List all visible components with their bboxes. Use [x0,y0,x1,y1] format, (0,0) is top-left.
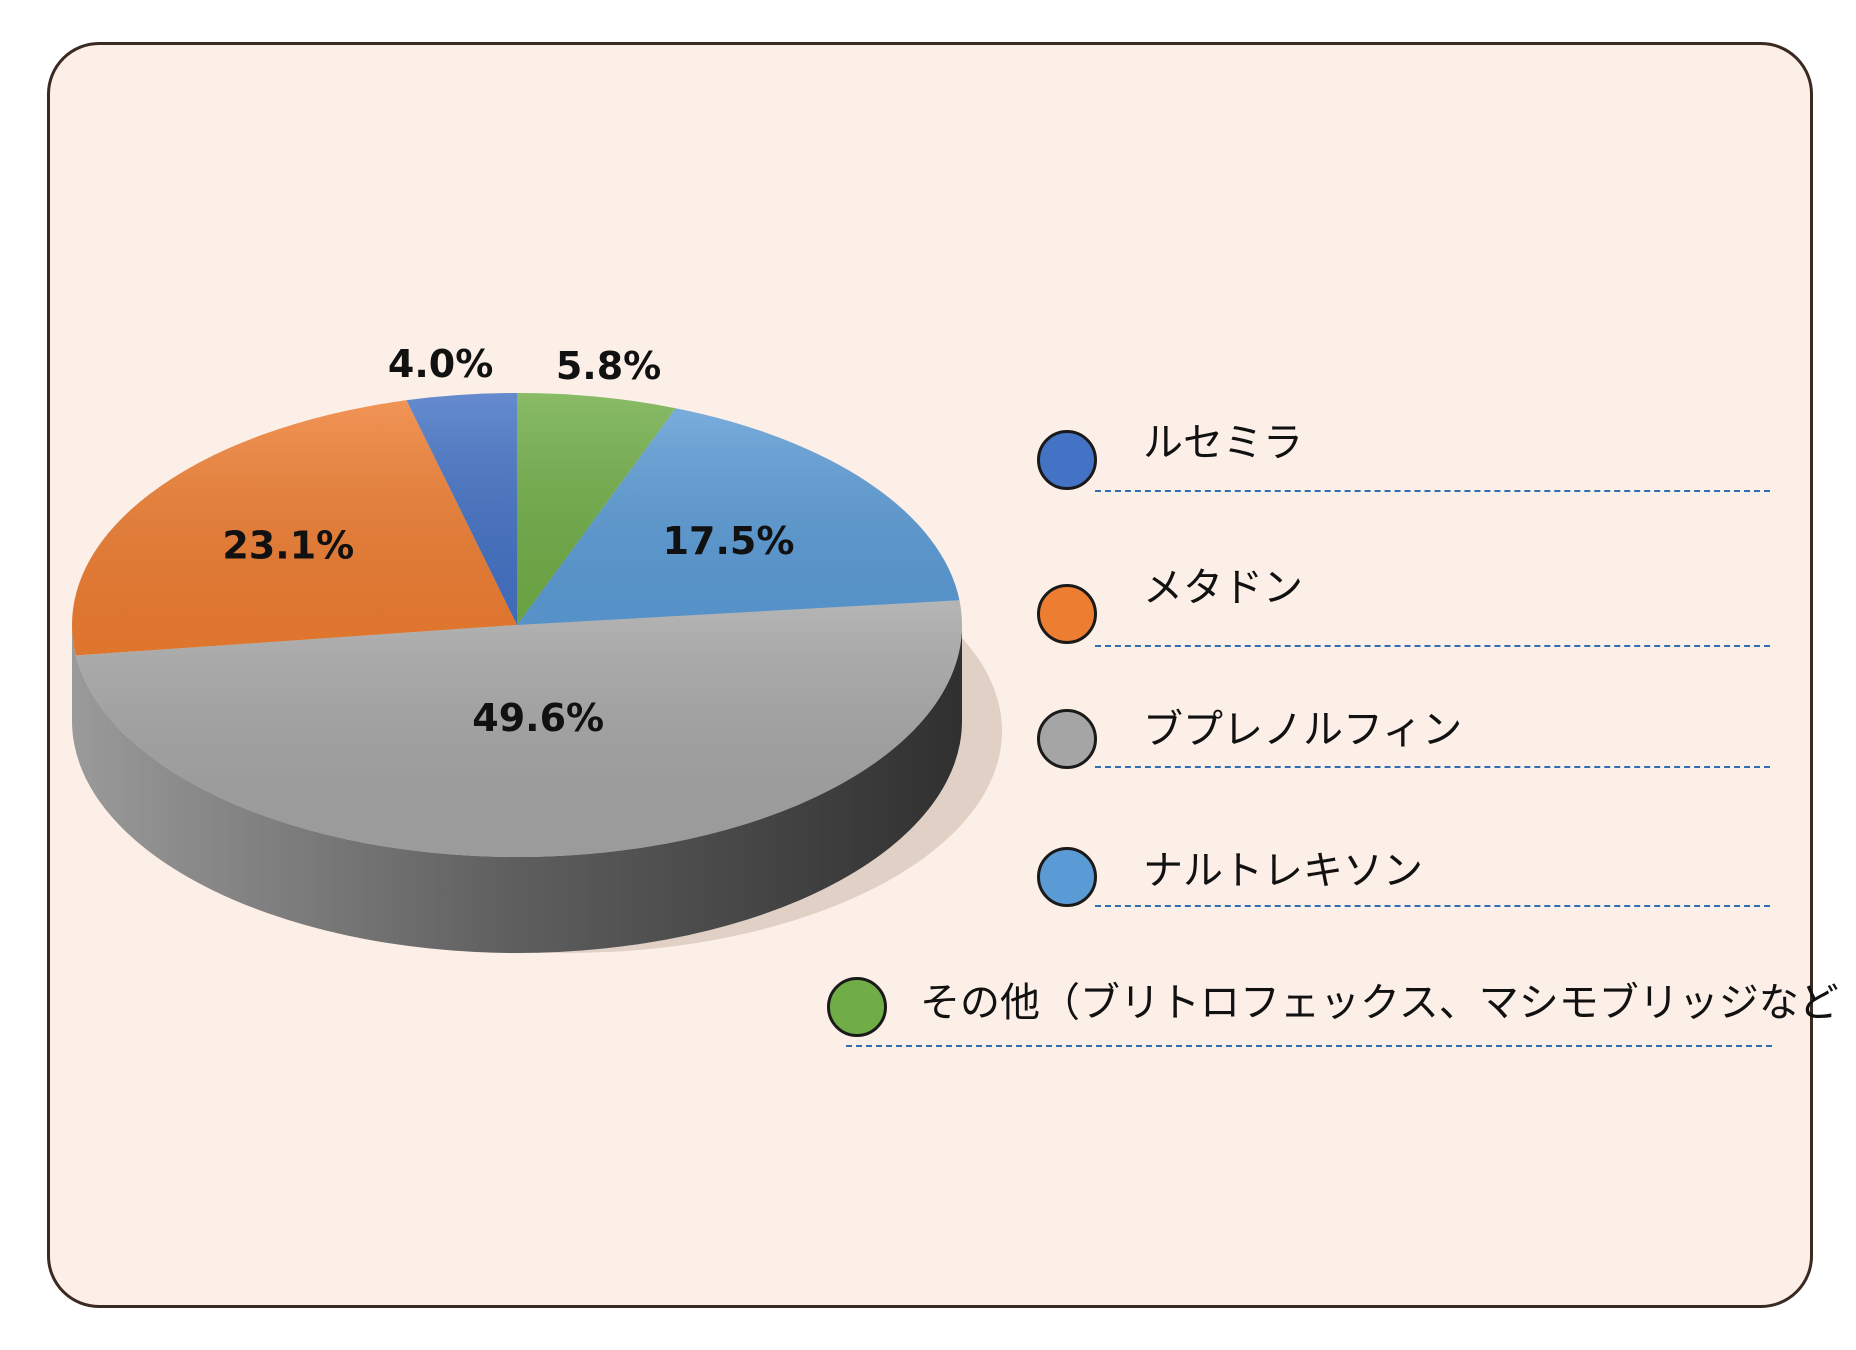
legend-swatch [1037,584,1097,644]
pie-slice-shading [406,393,517,625]
legend-swatch [1037,430,1097,490]
pie-side-wall [72,625,962,953]
pie-slices [71,393,963,858]
legend-swatch [827,977,887,1037]
legend-label: ナルトレキソン [1143,848,1423,894]
pie-data-label: 23.1% [222,524,354,568]
pie-data-labels: 4.0% 23.1% 49.6% 17.5% 5.8% [222,342,794,740]
pie-data-label: 4.0% [388,342,493,386]
pie-slice-shading [517,393,676,625]
legend-divider [1095,490,1770,492]
pie-slice-shading [71,400,518,656]
pie-data-label: 17.5% [663,519,795,563]
legend-divider [846,1045,1772,1047]
pie-side-face [72,625,962,953]
legend-divider [1095,645,1770,647]
legend-swatch [1037,709,1097,769]
pie-data-label: 5.8% [556,344,661,388]
legend-divider [1095,766,1770,768]
pie-slice-shading [517,408,960,625]
legend-divider [1095,905,1770,907]
legend-swatch [1037,847,1097,907]
legend-label: メタドン [1143,565,1303,611]
legend-label: その他（ブリトロフェックス、マシモブリッジなど [920,980,1839,1026]
legend-label: ブプレノルフィン [1143,707,1463,753]
pie-data-label: 49.6% [472,696,604,740]
legend-label: ルセミラ [1143,420,1303,466]
pie-slice-shading [75,600,963,858]
